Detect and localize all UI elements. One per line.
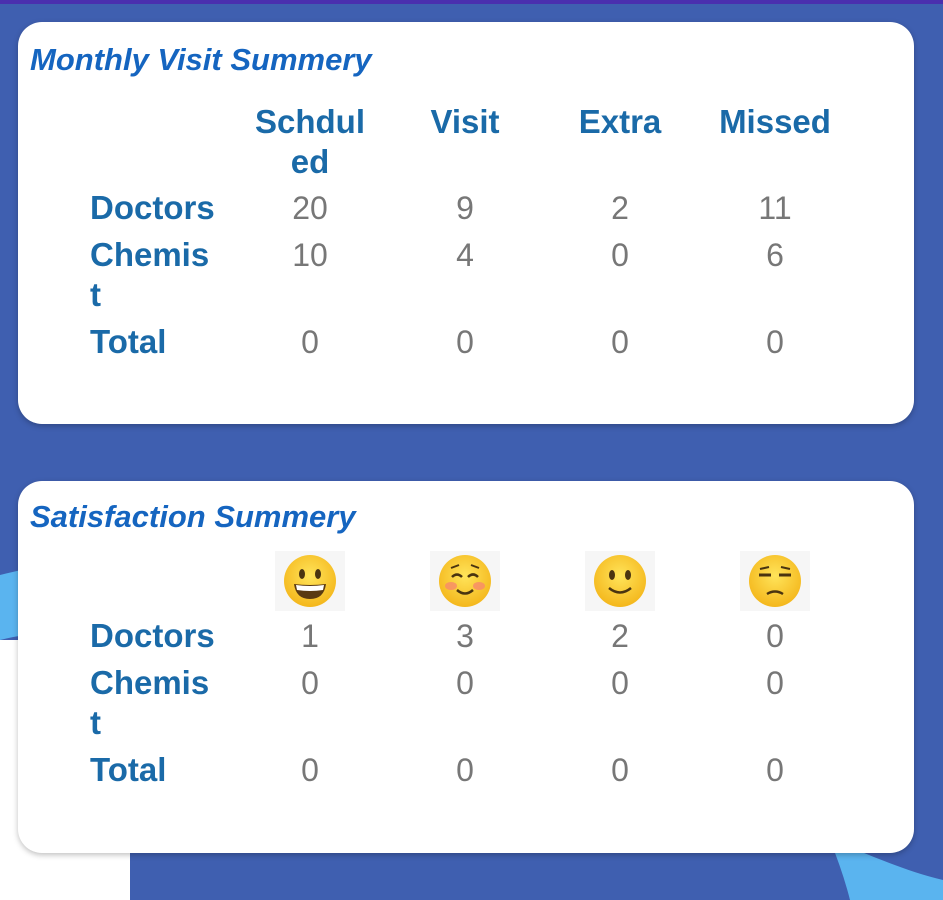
chemist-smile-value: 0: [611, 665, 629, 701]
chemist-unamused-value: 0: [766, 665, 784, 701]
doctors-visit-value: 9: [456, 190, 474, 226]
chemist-visit-value: 4: [456, 237, 474, 273]
monthly-visit-summary-card: Monthly Visit Summery Schduled Visit Ext…: [18, 22, 914, 424]
status-bar-edge: [0, 0, 943, 4]
total-blush-value: 0: [456, 752, 474, 788]
total-smile-value: 0: [611, 752, 629, 788]
doctors-blush-value: 3: [456, 618, 474, 654]
doctors-scheduled-value: 20: [292, 190, 328, 226]
chemist-grinning-value: 0: [301, 665, 319, 701]
chemist-extra-value: 0: [611, 237, 629, 273]
row-label-chemist: Chemist: [90, 664, 210, 741]
doctors-unamused-value: 0: [766, 618, 784, 654]
chemist-missed-value: 6: [766, 237, 784, 273]
slight-smile-face-icon: [585, 551, 655, 611]
row-label-doctors: Doctors: [90, 617, 215, 654]
row-label-doctors: Doctors: [90, 189, 215, 226]
column-header-extra: Extra: [578, 103, 662, 140]
doctors-smile-value: 2: [611, 618, 629, 654]
column-header-scheduled: Schduled: [254, 103, 365, 180]
satisfaction-summary-card: Satisfaction Summery: [18, 481, 914, 853]
row-label-total: Total: [90, 323, 167, 360]
total-missed-value: 0: [766, 324, 784, 360]
smiling-blush-face-icon: [430, 551, 500, 611]
total-visit-value: 0: [456, 324, 474, 360]
chemist-scheduled-value: 10: [292, 237, 328, 273]
column-header-missed: Missed: [719, 103, 831, 140]
row-label-chemist: Chemist: [90, 236, 210, 313]
doctors-extra-value: 2: [611, 190, 629, 226]
doctors-grinning-value: 1: [301, 618, 319, 654]
total-grinning-value: 0: [301, 752, 319, 788]
total-unamused-value: 0: [766, 752, 784, 788]
total-extra-value: 0: [611, 324, 629, 360]
monthly-visit-summary-title: Monthly Visit Summery: [30, 42, 372, 77]
satisfaction-summary-title: Satisfaction Summery: [30, 499, 356, 534]
column-header-visit: Visit: [430, 103, 500, 140]
grinning-face-icon: [275, 551, 345, 611]
chemist-blush-value: 0: [456, 665, 474, 701]
row-label-total: Total: [90, 751, 167, 788]
doctors-missed-value: 11: [758, 190, 792, 226]
total-scheduled-value: 0: [301, 324, 319, 360]
unamused-face-icon: [740, 551, 810, 611]
